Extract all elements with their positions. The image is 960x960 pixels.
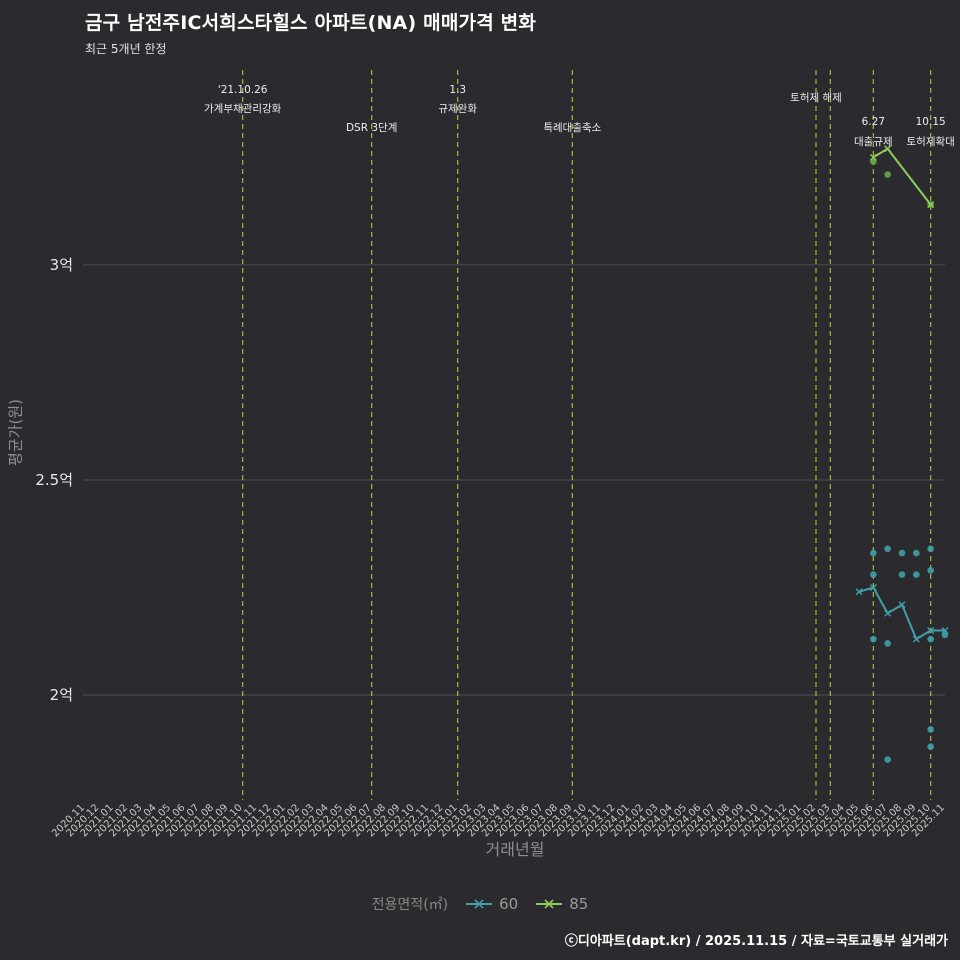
svg-text:특례대출축소: 특례대출축소 [543,122,601,134]
svg-text:토허제 해제: 토허제 해제 [790,91,842,104]
svg-text:DSR 3단계: DSR 3단계 [346,122,397,134]
svg-text:2억: 2억 [50,686,73,704]
svg-text:10.15: 10.15 [916,116,946,128]
svg-text:대출규제: 대출규제 [854,136,893,148]
svg-text:1.3: 1.3 [449,84,466,96]
svg-text:규제완화: 규제완화 [438,102,477,115]
svg-text:'21.10.26: '21.10.26 [218,84,268,96]
svg-text:2.5억: 2.5억 [35,471,73,489]
chart-subtitle: 최근 5개년 한정 [85,42,167,56]
x-axis-title: 거래년월 [485,840,545,859]
svg-text:3억: 3억 [50,256,73,274]
legend-title: 전용면적(㎡) [371,897,449,913]
legend: 전용면적(㎡) 60 85 [0,894,960,914]
svg-text:가계부채관리강화: 가계부채관리강화 [204,103,282,115]
svg-text:토허제확대: 토허제확대 [907,135,955,148]
line-x-marker-icon [466,899,493,909]
chart-title: 금구 남전주IC서희스타힐스 아파트(NA) 매매가격 변화 [85,12,537,34]
source-credit: ⓒ디아파트(dapt.kr) / 2025.11.15 / 자료=국토교통부 실… [564,934,948,949]
legend-item-85: 85 [536,895,588,913]
line-x-marker-icon [536,899,563,909]
legend-item-60: 60 [466,895,518,913]
legend-label-60: 60 [499,895,519,913]
legend-label-85: 85 [569,895,589,913]
svg-text:6.27: 6.27 [862,116,885,128]
